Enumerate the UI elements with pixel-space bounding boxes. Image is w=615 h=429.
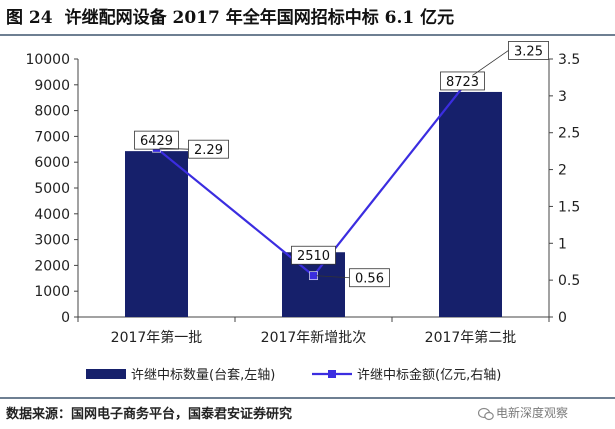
line-value-label-leader <box>316 275 350 279</box>
line-value-label: 0.56 <box>355 272 384 287</box>
figure-title-text: 许继配网设备 2017 年全年国网招标中标 6.1 亿元 <box>64 8 455 28</box>
bar-value-label-box <box>134 130 179 150</box>
bar <box>125 151 188 317</box>
y-left-tick-label: 7000 <box>34 129 70 145</box>
y-left-tick-label: 1000 <box>34 284 70 300</box>
y-left-tick-label: 2000 <box>34 258 70 274</box>
bar <box>439 91 502 318</box>
y-left-tick-label: 10000 <box>25 52 70 68</box>
y-right-tick-label: 3.5 <box>558 52 580 68</box>
y-right-tick-label: 0 <box>558 310 567 326</box>
y-left-tick-label: 9000 <box>34 78 70 94</box>
line-value-label-box <box>188 139 229 159</box>
line-value-label: 2.29 <box>194 143 223 158</box>
y-left-tick-label: 8000 <box>34 104 70 120</box>
line-value-label-leader <box>472 50 509 76</box>
bar-value-label: 2510 <box>297 249 330 264</box>
line-value-label: 3.25 <box>514 44 543 59</box>
source-note: 数据来源：国网电子商务平台，国泰君安证券研究 <box>6 407 293 422</box>
x-tick-label: 2017年新增批次 <box>261 330 367 346</box>
legend-line-marker <box>328 370 336 378</box>
bar-value-label-box <box>440 71 485 91</box>
y-right-tick-label: 0.5 <box>558 273 580 289</box>
y-left-tick-label: 6000 <box>34 155 70 171</box>
line-value-label-box <box>349 268 390 288</box>
figure-title: 图 24 许继配网设备 2017 年全年国网招标中标 6.1 亿元 <box>6 4 606 32</box>
y-right-tick-label: 3 <box>558 89 567 105</box>
wechat-icon <box>478 407 494 420</box>
footer-divider <box>0 397 615 399</box>
y-left-tick-label: 5000 <box>34 181 70 197</box>
legend-line-label: 许继中标金额(亿元,右轴) <box>357 367 501 383</box>
line-value-label-box <box>508 41 549 60</box>
bar-value-label: 8723 <box>446 75 479 90</box>
y-left-tick-label: 3000 <box>34 233 70 249</box>
legend-bar-swatch <box>86 369 126 379</box>
x-tick-label: 2017年第二批 <box>425 329 517 346</box>
y-right-tick-label: 1 <box>558 236 567 252</box>
figure-number: 图 24 <box>6 8 53 28</box>
y-right-tick-label: 2 <box>558 163 567 179</box>
line-value-label-leader <box>159 147 189 150</box>
bar-value-label-box <box>291 245 336 265</box>
y-right-tick-label: 1.5 <box>558 199 580 215</box>
legend-bar-label: 许继中标数量(台套,左轴) <box>131 367 275 383</box>
line-marker <box>309 271 318 281</box>
bar-value-label: 6429 <box>140 134 173 149</box>
watermark: 电新深度观察 <box>478 402 568 424</box>
y-left-tick-label: 4000 <box>34 207 70 223</box>
y-right-tick-label: 2.5 <box>558 126 580 142</box>
watermark-text: 电新深度观察 <box>496 406 569 420</box>
title-divider <box>0 34 615 36</box>
y-left-tick-label: 0 <box>61 310 70 326</box>
x-tick-label: 2017年第一批 <box>111 329 203 346</box>
